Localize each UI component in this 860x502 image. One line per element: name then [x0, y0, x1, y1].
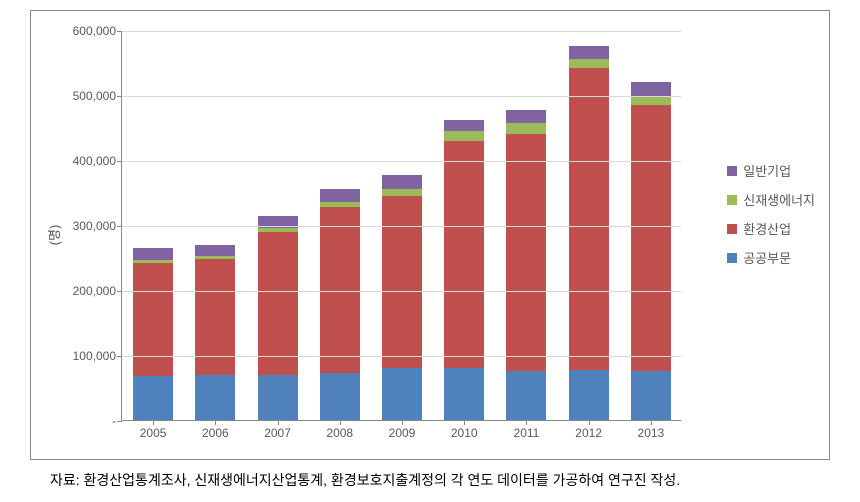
legend-label: 신재생에너지 [743, 190, 815, 209]
legend-label: 일반기업 [743, 161, 791, 180]
source-note: 자료: 환경산업통계조사, 신재생에너지산업통계, 환경보호지출계정의 각 연도… [50, 470, 680, 490]
x-tick-label: 2007 [264, 426, 291, 440]
y-tick-label: 100,000 [73, 349, 116, 363]
legend-label: 환경산업 [743, 219, 791, 238]
x-tick-mark [402, 420, 403, 425]
bar-segment-general [195, 245, 235, 257]
y-tick-mark [117, 96, 122, 97]
x-tick-mark [464, 420, 465, 425]
y-tick-mark [117, 356, 122, 357]
x-tick-mark [278, 420, 279, 425]
bar-segment-renewable [320, 202, 360, 207]
bar-segment-env_ind [569, 68, 609, 370]
y-tick-label: 500,000 [73, 89, 116, 103]
bar-segment-renewable [258, 228, 298, 232]
bar-segment-env_ind [506, 134, 546, 371]
bar-segment-renewable [444, 131, 484, 141]
legend-label: 공공부문 [743, 248, 791, 267]
bar-segment-env_ind [382, 196, 422, 368]
gridline [122, 31, 681, 32]
y-tick-label: 600,000 [73, 24, 116, 38]
y-tick-label: 200,000 [73, 284, 116, 298]
y-tick-mark [117, 291, 122, 292]
bar-segment-renewable [195, 256, 235, 259]
legend-swatch [727, 195, 737, 205]
bar-segment-general [506, 110, 546, 123]
legend: 일반기업신재생에너지환경산업공공부문 [727, 161, 815, 277]
y-axis-title: (명) [44, 225, 63, 246]
bar-segment-general [320, 189, 360, 202]
x-tick-mark [340, 420, 341, 425]
bar-segment-env_ind [195, 259, 235, 375]
bar-segment-general [444, 120, 484, 131]
plot-area: 200520062007200820092010201120122013 -10… [121, 31, 681, 421]
x-tick-mark [589, 420, 590, 425]
gridline [122, 356, 681, 357]
bar-segment-renewable [506, 123, 546, 134]
x-tick-label: 2009 [389, 426, 416, 440]
bar-segment-public [506, 371, 546, 420]
legend-item-renewable: 신재생에너지 [727, 190, 815, 209]
bar-segment-renewable [569, 59, 609, 67]
x-tick-label: 2008 [326, 426, 353, 440]
legend-item-general: 일반기업 [727, 161, 815, 180]
legend-item-env_ind: 환경산업 [727, 219, 815, 238]
bar-segment-general [382, 175, 422, 189]
bar-segment-public [195, 375, 235, 421]
legend-swatch [727, 253, 737, 263]
x-tick-label: 2005 [140, 426, 167, 440]
bar-segment-renewable [133, 260, 173, 263]
bar-segment-public [444, 368, 484, 420]
x-tick-mark [526, 420, 527, 425]
bar-segment-renewable [631, 97, 671, 105]
y-tick-mark [117, 421, 122, 422]
bar-segment-public [258, 375, 298, 421]
bar-segment-public [631, 371, 671, 420]
x-tick-label: 2006 [202, 426, 229, 440]
bar-segment-env_ind [133, 263, 173, 377]
bar-segment-env_ind [444, 141, 484, 369]
y-tick-label: - [112, 414, 116, 428]
bar-segment-public [320, 373, 360, 420]
gridline [122, 291, 681, 292]
x-tick-mark [651, 420, 652, 425]
bar-segment-renewable [382, 189, 422, 196]
y-tick-label: 300,000 [73, 219, 116, 233]
bar-segment-public [133, 376, 173, 420]
x-tick-mark [153, 420, 154, 425]
bar-segment-env_ind [631, 105, 671, 372]
legend-swatch [727, 224, 737, 234]
x-tick-label: 2012 [575, 426, 602, 440]
y-tick-mark [117, 31, 122, 32]
y-tick-mark [117, 161, 122, 162]
bar-segment-public [382, 368, 422, 420]
gridline [122, 161, 681, 162]
legend-item-public: 공공부문 [727, 248, 815, 267]
bar-segment-general [631, 82, 671, 97]
y-tick-mark [117, 226, 122, 227]
gridline [122, 96, 681, 97]
gridline [122, 226, 681, 227]
bar-segment-general [133, 248, 173, 260]
bar-segment-env_ind [258, 232, 298, 375]
y-tick-label: 400,000 [73, 154, 116, 168]
x-tick-label: 2013 [638, 426, 665, 440]
x-tick-label: 2010 [451, 426, 478, 440]
x-tick-label: 2011 [514, 426, 540, 440]
x-tick-mark [215, 420, 216, 425]
bar-segment-public [569, 370, 609, 420]
legend-swatch [727, 166, 737, 176]
bar-segment-general [569, 46, 609, 59]
chart-container: (명) 200520062007200820092010201120122013… [30, 10, 830, 460]
